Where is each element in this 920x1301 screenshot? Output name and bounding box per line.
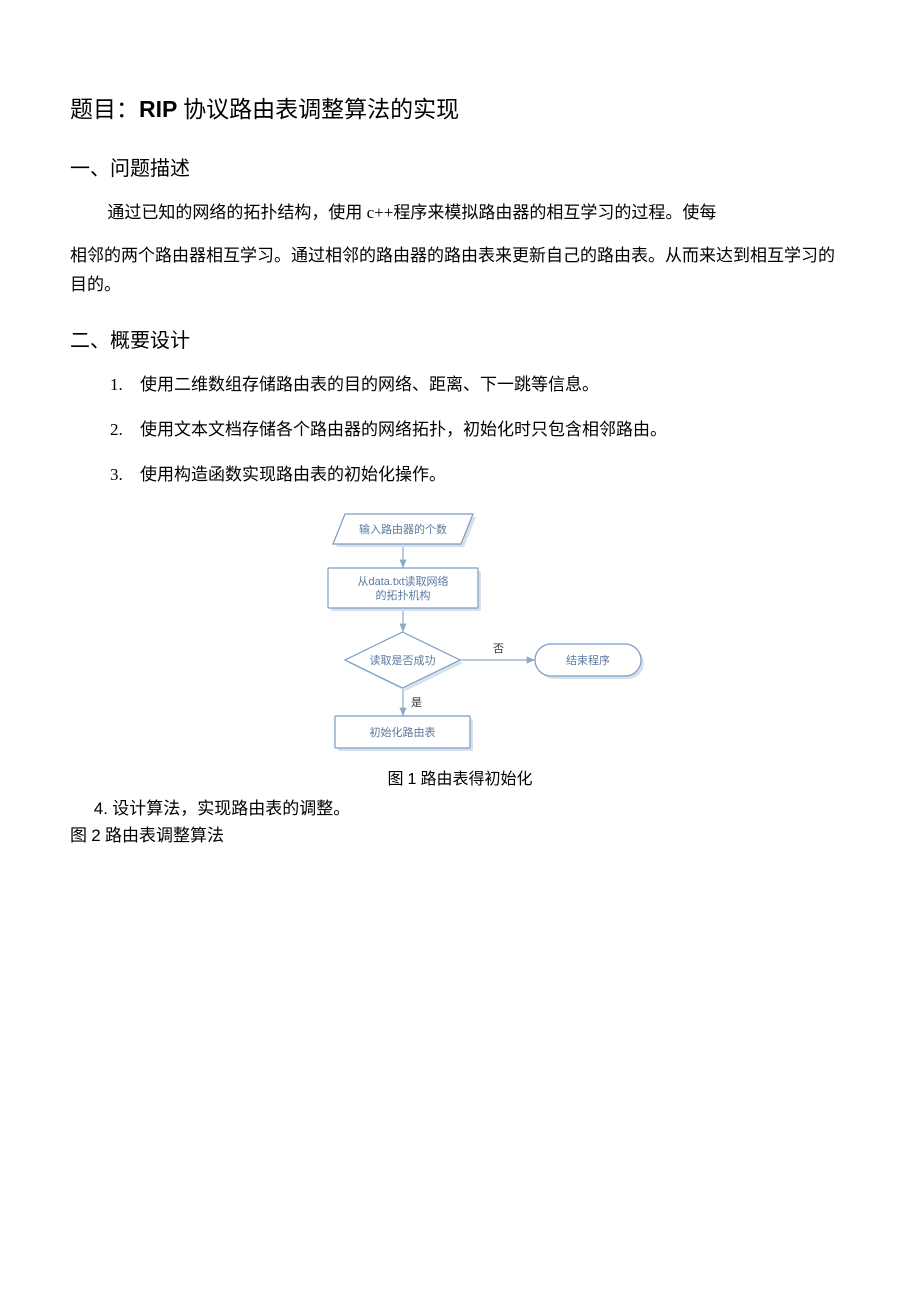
title-prefix: 题目：: [70, 97, 139, 122]
item-4-text: 设计算法，实现路由表的调整。: [108, 799, 350, 818]
figure-2-caption: 图 2 路由表调整算法: [70, 822, 850, 849]
section-1-paragraph-2: 相邻的两个路由器相互学习。通过相邻的路由器的路由表来更新自己的路由表。从而来达到…: [70, 242, 850, 300]
caption-prefix: 图: [70, 826, 91, 845]
list-item-text: 使用二维数组存储路由表的目的网络、距离、下一跳等信息。: [140, 375, 599, 394]
section-2-heading: 二、概要设计: [70, 324, 850, 353]
list-item-text: 使用构造函数实现路由表的初始化操作。: [140, 465, 446, 484]
item-4: 4. 设计算法，实现路由表的调整。: [70, 795, 850, 822]
list-item-text: 使用文本文档存储各个路由器的网络拓扑，初始化时只包含相邻路由。: [140, 420, 667, 439]
svg-text:否: 否: [493, 643, 504, 655]
list-item: 1. 使用二维数组存储路由表的目的网络、距离、下一跳等信息。: [70, 371, 850, 398]
list-item-number: 1.: [110, 371, 123, 398]
title-rest: 协议路由表调整算法的实现: [177, 97, 459, 122]
list-item: 2. 使用文本文档存储各个路由器的网络拓扑，初始化时只包含相邻路由。: [70, 416, 850, 443]
svg-text:结束程序: 结束程序: [566, 653, 610, 667]
list-item-number: 2.: [110, 416, 123, 443]
after-figure-block: 4. 设计算法，实现路由表的调整。 图 2 路由表调整算法: [70, 795, 850, 849]
flowchart-svg: 是 否 输入路由器的个数从data.txt读取网络的拓扑机构读取是否成功初始化路由表…: [273, 506, 648, 761]
design-list: 1. 使用二维数组存储路由表的目的网络、距离、下一跳等信息。 2. 使用文本文档…: [70, 371, 850, 489]
caption-rest: 路由表得初始化: [416, 771, 532, 788]
document-page: 题目：RIP 协议路由表调整算法的实现 一、问题描述 通过已知的网络的拓扑结构，…: [0, 0, 920, 1301]
svg-text:输入路由器的个数: 输入路由器的个数: [359, 522, 447, 536]
caption-rest: 路由表调整算法: [101, 826, 224, 845]
caption-prefix: 图: [388, 771, 408, 788]
svg-text:是: 是: [411, 696, 422, 709]
caption-number: 2: [91, 826, 100, 845]
section-1-paragraph-1: 通过已知的网络的拓扑结构，使用 c++程序来模拟路由器的相互学习的过程。使每: [70, 199, 850, 228]
svg-text:初始化路由表: 初始化路由表: [369, 725, 435, 739]
item-4-number: 4.: [94, 799, 108, 818]
svg-text:的拓扑机构: 的拓扑机构: [375, 588, 430, 602]
flowchart-figure: 是 否 输入路由器的个数从data.txt读取网络的拓扑机构读取是否成功初始化路由表…: [70, 506, 850, 761]
svg-text:读取是否成功: 读取是否成功: [369, 653, 435, 667]
section-1-heading: 一、问题描述: [70, 152, 850, 181]
document-title: 题目：RIP 协议路由表调整算法的实现: [70, 90, 850, 124]
title-bold: RIP: [139, 96, 177, 122]
svg-text:从data.txt读取网络: 从data.txt读取网络: [357, 574, 448, 588]
figure-1-caption: 图 1 路由表得初始化: [70, 765, 850, 789]
list-item-number: 3.: [110, 461, 123, 488]
list-item: 3. 使用构造函数实现路由表的初始化操作。: [70, 461, 850, 488]
